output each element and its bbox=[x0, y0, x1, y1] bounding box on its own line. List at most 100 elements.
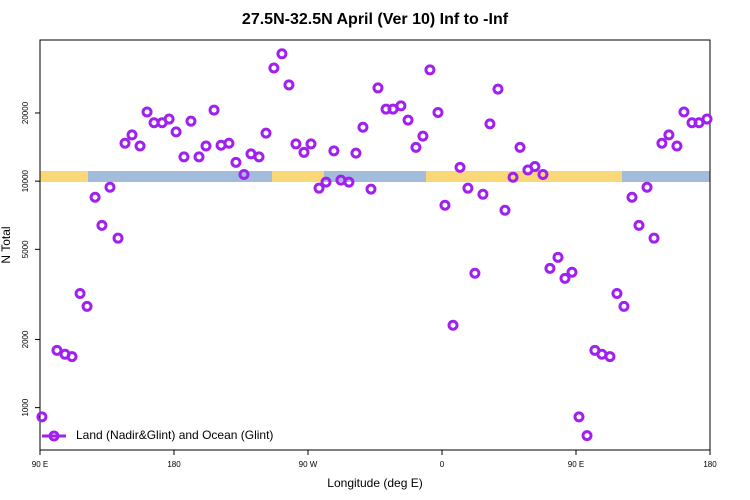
data-point bbox=[290, 138, 302, 150]
data-point bbox=[604, 351, 616, 363]
y-tick-label: 2000 bbox=[21, 330, 30, 348]
data-point bbox=[126, 129, 138, 141]
x-tick-label: 90 W bbox=[299, 460, 318, 469]
data-point bbox=[104, 181, 116, 193]
data-point bbox=[395, 100, 407, 112]
land-segment bbox=[40, 171, 88, 182]
land-segment bbox=[272, 171, 324, 182]
data-point bbox=[141, 106, 153, 118]
data-point bbox=[552, 251, 564, 263]
data-point bbox=[663, 129, 675, 141]
x-tick-label: 180 bbox=[167, 460, 181, 469]
data-point bbox=[89, 191, 101, 203]
x-tick-label: 0 bbox=[440, 460, 445, 469]
data-point bbox=[74, 288, 86, 300]
data-point bbox=[559, 272, 571, 284]
data-point bbox=[119, 137, 131, 149]
x-axis-label: Longitude (deg E) bbox=[327, 476, 422, 490]
data-point bbox=[701, 113, 713, 125]
data-point bbox=[170, 126, 182, 138]
data-point bbox=[283, 79, 295, 91]
data-point bbox=[365, 183, 377, 195]
ocean-segment bbox=[88, 171, 272, 182]
legend-label: Land (Nadir&Glint) and Ocean (Glint) bbox=[76, 428, 273, 442]
data-point bbox=[253, 151, 265, 163]
data-point bbox=[357, 121, 369, 133]
data-point bbox=[432, 106, 444, 118]
data-point bbox=[537, 168, 549, 180]
data-point bbox=[193, 151, 205, 163]
data-point bbox=[208, 104, 220, 116]
data-point bbox=[544, 262, 556, 274]
data-point bbox=[298, 146, 310, 158]
x-tick-label: 90 E bbox=[32, 460, 48, 469]
x-tick-label: 90 E bbox=[568, 460, 584, 469]
data-point bbox=[648, 232, 660, 244]
data-point bbox=[678, 106, 690, 118]
data-point bbox=[462, 182, 474, 194]
data-point bbox=[507, 171, 519, 183]
x-tick-label: 180 bbox=[703, 460, 717, 469]
data-point bbox=[200, 140, 212, 152]
data-point bbox=[163, 113, 175, 125]
data-point bbox=[447, 319, 459, 331]
data-point bbox=[693, 117, 705, 129]
data-point bbox=[499, 204, 511, 216]
data-point bbox=[611, 288, 623, 300]
data-point bbox=[417, 130, 429, 142]
y-tick-label: 20000 bbox=[21, 101, 30, 124]
data-point bbox=[96, 219, 108, 231]
data-point bbox=[260, 127, 272, 139]
data-point bbox=[492, 83, 504, 95]
data-point bbox=[581, 430, 593, 442]
data-point bbox=[223, 137, 235, 149]
data-point bbox=[566, 266, 578, 278]
data-point bbox=[313, 182, 325, 194]
data-point bbox=[343, 176, 355, 188]
ocean-segment bbox=[324, 171, 426, 182]
data-point bbox=[230, 156, 242, 168]
data-point bbox=[529, 161, 541, 173]
y-tick-label: 10000 bbox=[21, 169, 30, 192]
data-point bbox=[671, 140, 683, 152]
data-point bbox=[328, 145, 340, 157]
data-point bbox=[514, 141, 526, 153]
data-point bbox=[305, 138, 317, 150]
data-point bbox=[134, 140, 146, 152]
legend-marker bbox=[48, 430, 60, 442]
data-point bbox=[641, 181, 653, 193]
data-point bbox=[626, 191, 638, 203]
y-axis-label: N Total bbox=[0, 226, 13, 263]
data-point bbox=[185, 115, 197, 127]
ocean-segment bbox=[622, 171, 710, 182]
data-point bbox=[372, 82, 384, 94]
data-point bbox=[633, 219, 645, 231]
data-point bbox=[36, 411, 48, 423]
data-point bbox=[81, 300, 93, 312]
data-point bbox=[484, 118, 496, 130]
data-point bbox=[402, 114, 414, 126]
land-segment bbox=[426, 171, 622, 182]
data-point bbox=[238, 168, 250, 180]
land-ocean-band bbox=[40, 171, 710, 182]
data-point bbox=[573, 411, 585, 423]
data-point bbox=[320, 176, 332, 188]
data-point bbox=[66, 351, 78, 363]
data-point bbox=[276, 48, 288, 60]
chart-title: 27.5N-32.5N April (Ver 10) Inf to -Inf bbox=[242, 11, 509, 28]
data-point bbox=[477, 188, 489, 200]
y-tick-label: 1000 bbox=[21, 398, 30, 416]
y-tick-label: 5000 bbox=[21, 240, 30, 258]
data-point bbox=[454, 161, 466, 173]
data-point bbox=[51, 344, 63, 356]
data-point bbox=[268, 62, 280, 74]
data-point bbox=[469, 267, 481, 279]
plot-frame bbox=[39, 39, 711, 451]
data-point bbox=[410, 141, 422, 153]
data-point bbox=[178, 151, 190, 163]
data-point bbox=[618, 300, 630, 312]
data-point bbox=[656, 137, 668, 149]
data-point bbox=[439, 199, 451, 211]
data-point bbox=[350, 147, 362, 159]
